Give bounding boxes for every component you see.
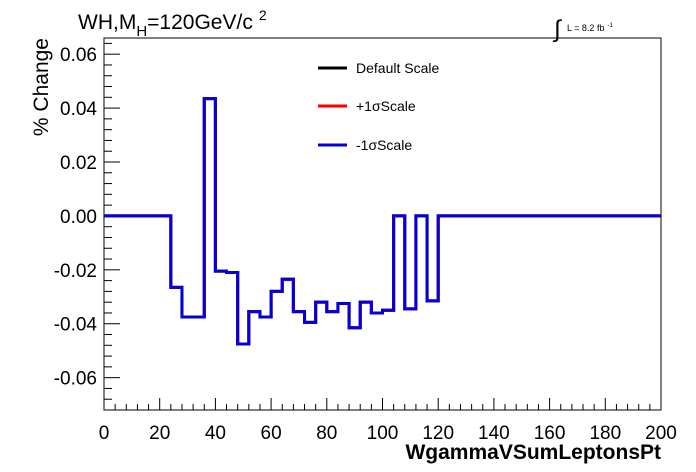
x-tick-label: 100	[367, 423, 399, 444]
series-default-scale	[104, 97, 661, 346]
x-tick-label: 160	[534, 423, 566, 444]
y-tick-label: 0.04	[60, 99, 97, 120]
axis-ticks	[103, 42, 662, 411]
y-axis-title: % Change	[30, 38, 53, 136]
axis-tick-labels: 0 20 40 60 80 100 120 140 160 180 200 0.06 0.04 0.02 0…	[54, 45, 677, 444]
legend-label-minus: -1σScale	[356, 137, 412, 153]
title-subscript: H	[136, 23, 147, 40]
y-tick-label: -0.02	[54, 261, 97, 282]
x-tick-label: 180	[589, 423, 621, 444]
y-tick-label: -0.04	[54, 315, 98, 336]
y-tick-label: 0.06	[60, 45, 97, 66]
y-tick-label: 0.02	[60, 153, 97, 174]
series-minus-1sigma	[104, 97, 661, 346]
x-tick-label: 20	[149, 423, 170, 444]
lumi-label: L = 8.2 fb -1	[567, 23, 613, 33]
y-tick-label: 0.00	[60, 207, 97, 228]
legend-label-plus: +1σScale	[356, 98, 416, 114]
title-main: WH,M	[78, 11, 136, 34]
title-superscript: 2	[259, 7, 267, 23]
legend: Default Scale +1σScale -1σScale	[318, 60, 439, 153]
x-tick-label: 40	[205, 423, 226, 444]
legend-label-default: Default Scale	[356, 60, 439, 76]
x-tick-label: 0	[99, 423, 110, 444]
x-tick-label: 200	[645, 423, 677, 444]
plot-frame	[103, 37, 662, 411]
x-tick-label: 140	[478, 423, 510, 444]
x-tick-label: 60	[261, 423, 282, 444]
lumi-integral: ∫	[552, 16, 562, 43]
x-tick-label: 80	[316, 423, 337, 444]
x-tick-label: 120	[422, 423, 454, 444]
y-tick-label: -0.06	[54, 369, 97, 390]
series-layer	[104, 97, 661, 346]
chart-title: WH,MH=120GeV/c 2	[78, 7, 267, 40]
lumi-text: L = 8.2 fb	[567, 23, 604, 33]
lumi-superscript: -1	[607, 23, 613, 29]
series-plus-1sigma	[104, 97, 661, 346]
x-axis-title: WgammaVSumLeptonsPt	[405, 441, 661, 464]
title-rest: =120GeV/c	[147, 11, 253, 34]
